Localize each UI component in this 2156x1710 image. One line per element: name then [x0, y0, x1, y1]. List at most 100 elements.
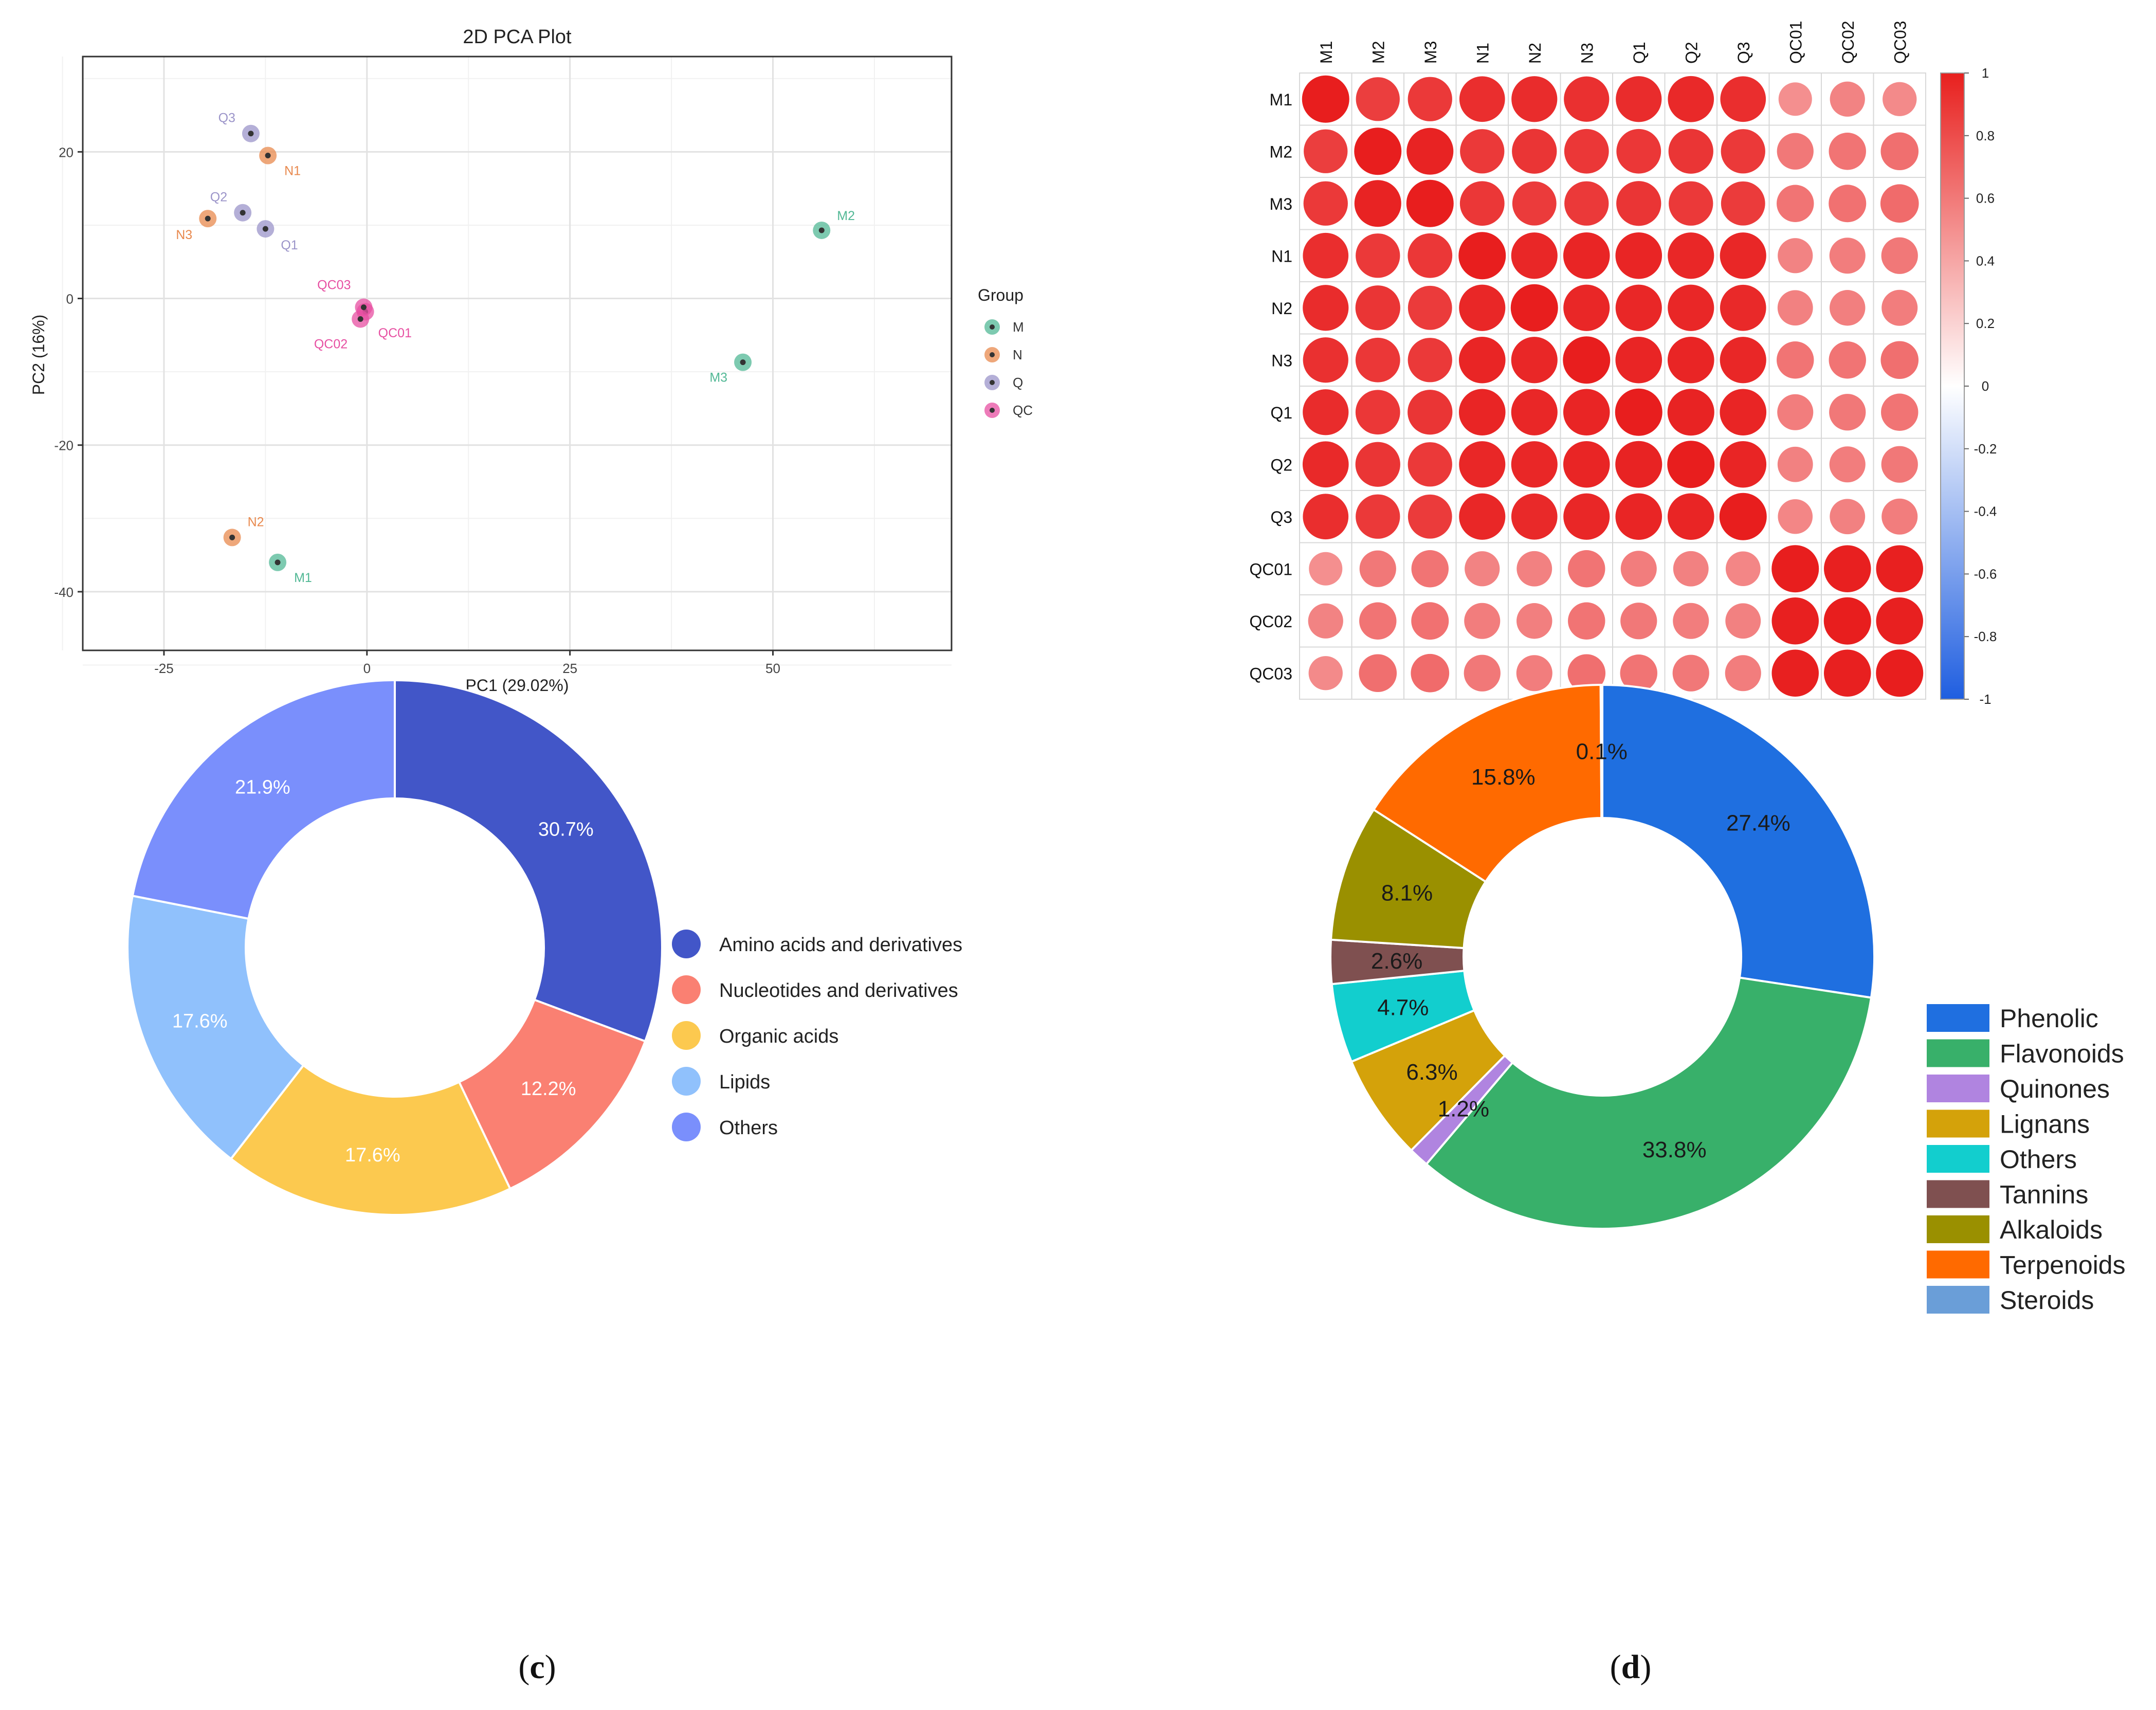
pca-point-center — [818, 227, 825, 233]
pca-point-label: M1 — [294, 571, 312, 585]
pca-tick-label-y: 0 — [66, 292, 74, 307]
pca-point-center — [275, 559, 281, 566]
corr-circle — [1668, 284, 1714, 331]
corr-circle — [1354, 128, 1402, 175]
pca-point-label: QC02 — [314, 337, 348, 351]
pca-tick-label-x: 25 — [562, 661, 577, 676]
corr-circle — [1672, 654, 1709, 692]
panel-d: 27.4%33.8%1.2%6.3%4.7%2.6%8.1%15.8%0.1% … — [1329, 683, 2126, 1686]
corr-circle — [1620, 603, 1657, 640]
corr-row-label: QC01 — [1249, 560, 1292, 578]
corr-circle — [1620, 551, 1657, 587]
corr-circle — [1563, 493, 1610, 540]
corr-circle — [1355, 337, 1400, 383]
pca-point-N1: N1 — [259, 147, 301, 178]
pca-x-label: PC1 (29.02%) — [466, 676, 569, 695]
colorbar-tick-label: -0.6 — [1974, 566, 1997, 581]
corr-circle — [1408, 285, 1452, 330]
legend-d-label: Tannins — [2000, 1180, 2088, 1209]
pca-legend-item: Q — [984, 375, 1023, 390]
slice-amino-acids-and-derivatives — [394, 679, 663, 1043]
corr-circle — [1880, 341, 1919, 379]
pca-point-Q2: Q2 — [210, 190, 252, 222]
corr-circle — [1408, 390, 1453, 435]
corr-circle — [1777, 185, 1814, 222]
pca-point-QC02: QC02 — [314, 310, 370, 351]
legend-c-swatch — [672, 1021, 701, 1050]
corr-circle — [1303, 232, 1349, 279]
corr-circle — [1356, 233, 1400, 278]
corr-circle — [1667, 441, 1715, 488]
corr-circle — [1516, 603, 1552, 639]
slice-label: 30.7% — [538, 819, 594, 841]
legend-c-item: Amino acids and derivatives — [672, 930, 962, 958]
pca-tick-label-x: 0 — [363, 661, 371, 676]
corr-circle — [1829, 238, 1866, 274]
corr-circle — [1359, 654, 1397, 693]
corr-circle — [1876, 597, 1924, 645]
corr-circle — [1356, 494, 1400, 539]
corr-circle — [1304, 129, 1348, 173]
corr-circle — [1823, 545, 1871, 593]
corr-row-label: M1 — [1270, 90, 1292, 109]
corr-row-label: N2 — [1271, 299, 1292, 318]
pca-point-Q3: Q3 — [218, 111, 260, 142]
corr-circle — [1829, 394, 1866, 431]
corr-circle — [1302, 75, 1349, 123]
corr-circle — [1408, 494, 1452, 539]
corr-col-label: N2 — [1526, 43, 1544, 64]
donut-d-legend: Phenolic Flavonoids Quinones Lignans Others T… — [1927, 1004, 2126, 1315]
corr-circle — [1563, 336, 1611, 384]
corr-col-label: N1 — [1473, 43, 1492, 64]
corr-circle — [1777, 290, 1813, 326]
corr-row-label: M3 — [1270, 195, 1292, 213]
corr-circle — [1458, 232, 1506, 280]
corr-circle — [1309, 552, 1343, 586]
pca-tick-label-x: -25 — [154, 661, 174, 676]
corr-circle — [1720, 389, 1767, 436]
legend-d-label: Terpenoids — [2000, 1251, 2126, 1280]
corr-circle — [1568, 602, 1605, 640]
corr-circle — [1880, 132, 1919, 171]
pca-tick-label-y: 20 — [59, 144, 74, 160]
corr-circle — [1516, 655, 1552, 692]
corr-circle — [1668, 129, 1713, 174]
pca-point-label: QC01 — [378, 326, 412, 340]
legend-d-swatch — [1927, 1286, 1989, 1314]
pca-tick-label-y: -40 — [54, 585, 74, 600]
corr-circle — [1563, 284, 1610, 331]
slice-organic-acids — [229, 1064, 512, 1216]
corr-col-label: Q2 — [1682, 42, 1701, 64]
corr-circle — [1408, 442, 1452, 487]
corr-circle — [1465, 551, 1500, 587]
corr-circle — [1303, 181, 1348, 226]
corr-circle — [1667, 389, 1714, 436]
corr-circle — [1778, 499, 1813, 534]
corr-circle — [1458, 336, 1506, 384]
corr-circle — [1881, 289, 1918, 326]
corr-circle — [1408, 77, 1452, 121]
legend-c-item: Lipids — [672, 1067, 770, 1096]
pca-point-M2: M2 — [813, 209, 855, 239]
corr-circle — [1408, 338, 1452, 383]
slice-terpenoids — [1372, 683, 1603, 883]
legend-d-swatch — [1927, 1004, 1989, 1032]
legend-d-item: Steroids — [1927, 1286, 2094, 1315]
pca-point-M3: M3 — [709, 353, 752, 385]
corr-circle — [1719, 493, 1767, 540]
pca-point-center — [357, 316, 363, 322]
corr-circle — [1303, 494, 1349, 540]
slice-flavonoids — [1424, 976, 1873, 1230]
corr-circle — [1359, 550, 1396, 587]
corr-circle — [1308, 603, 1343, 639]
corr-circle — [1616, 129, 1661, 174]
corr-circle — [1564, 76, 1610, 122]
pca-point-center — [240, 210, 246, 216]
corr-circle — [1829, 185, 1867, 223]
corr-row-label: N3 — [1271, 351, 1292, 370]
legend-c-label: Lipids — [719, 1071, 770, 1093]
pca-legend-label: N — [1013, 347, 1022, 362]
panel-label-d-letter: d — [1621, 1648, 1640, 1686]
corr-circle — [1406, 179, 1454, 227]
corr-circle — [1411, 550, 1449, 588]
